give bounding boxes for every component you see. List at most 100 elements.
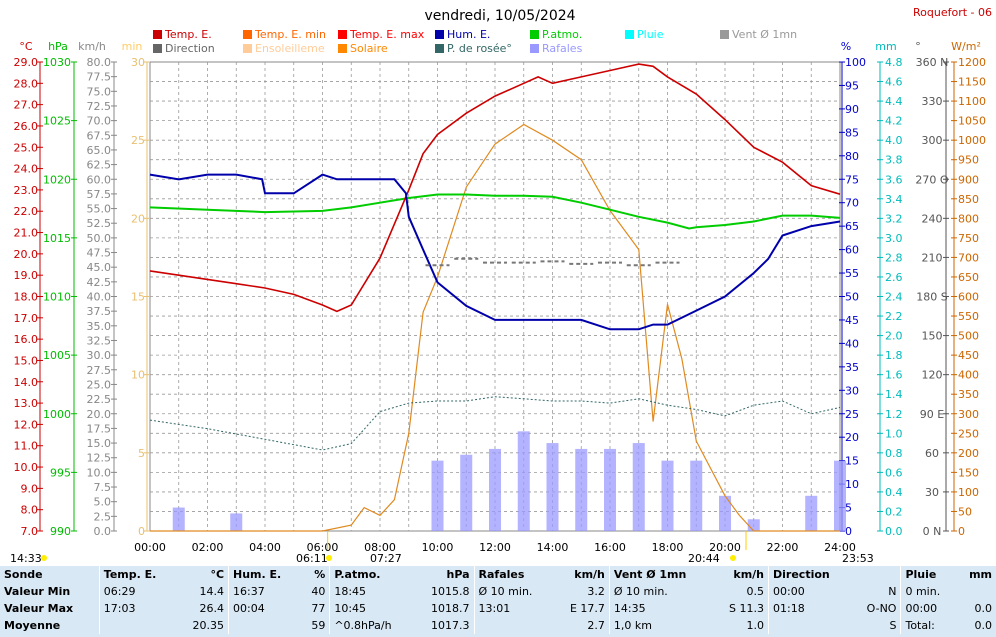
gust-bar (431, 460, 444, 531)
stats-cell: 06:29 (98, 583, 178, 600)
stats-cell: 59 (311, 619, 326, 632)
legend-label: Solaire (350, 42, 388, 55)
stats-cell: 13:01 (473, 600, 554, 617)
axis-tick-label: 400 (958, 369, 979, 382)
stats-cell: 00:00 (900, 600, 957, 617)
axis-tick-label: 5.0 (94, 496, 112, 509)
legend-label: Pluie (637, 28, 664, 41)
legend-swatch (625, 30, 634, 39)
gust-bars (172, 431, 846, 531)
axis-tick-label: 12.5 (87, 452, 112, 465)
axis-tick-label: 120 (922, 369, 943, 382)
axis-tick-label: 7.5 (94, 481, 112, 494)
axis-tick-label: 27.0 (14, 99, 39, 112)
stats-cell (473, 617, 554, 634)
moon-set-time: 14:33 (10, 552, 42, 565)
axis-tick-label: 1000 (43, 408, 71, 421)
axis-tick-label: 180 S (916, 291, 947, 304)
sunset-icon (730, 555, 736, 561)
gust-bar (230, 513, 243, 531)
axis-tick-label: 10 (845, 478, 859, 491)
axis-tick-label: 12.0 (14, 418, 39, 431)
gust-bar (517, 431, 530, 531)
axis-tick-label: 75 (845, 173, 859, 186)
axis-tick-label: 0.0 (94, 525, 112, 538)
axis-tick-label: 65.0 (87, 144, 112, 157)
legend-label: Temp. E. (164, 28, 212, 41)
axis-tick-label: 15.0 (14, 354, 39, 367)
series-lines (149, 63, 841, 532)
stats-cell: % (314, 568, 326, 581)
stats-cell: Valeur Min (4, 585, 71, 598)
axis-tick-label: 1050 (958, 115, 986, 128)
stats-cell: 1015.8 (431, 585, 470, 598)
stats-cell: mm (969, 568, 992, 581)
axis-tick-label: 800 (958, 212, 979, 225)
axis-tick-label: 42.5 (87, 276, 112, 289)
legend-label: Direction (165, 42, 215, 55)
x-tick-label: 10:00 (422, 541, 454, 554)
axis-tick-label: 7.0 (21, 525, 39, 538)
axis-tick-label: 270 O (915, 173, 948, 186)
axis-tick-label: 25.0 (14, 141, 39, 154)
axis-unit-label: min (122, 40, 143, 53)
legend-label: Rafales (542, 42, 583, 55)
axis-tick-label: 1030 (43, 56, 71, 69)
gust-bar (489, 448, 501, 531)
axis-tick-label: 2.6 (885, 271, 903, 284)
stats-cell: N (888, 585, 897, 598)
moon-icon (41, 555, 47, 561)
legend-swatch (338, 44, 347, 53)
axis-tick-label: 25.0 (87, 378, 112, 391)
stats-cell: 0.0 (974, 619, 993, 632)
axis-tick-label: 100 (845, 56, 866, 69)
chart-title: vendredi, 10/05/2024 (424, 8, 575, 24)
axis-tick-label: 45.0 (87, 261, 112, 274)
axis-unit-labels: °C hPa km/h min% mm ° W/m² (19, 40, 980, 53)
moon-rise-time: 23:53 (842, 552, 874, 565)
legend-label: Hum. E. (447, 28, 490, 41)
axis-tick-label: 52.5 (87, 217, 112, 230)
stats-cell: 26.4 (199, 602, 225, 615)
stats-panel: Sonde Temp. E. °C Hum. E.% P.atmo. hPa Rafales… (0, 566, 996, 637)
series-line (149, 396, 841, 451)
axis-tick-label: 45 (845, 314, 859, 327)
axis-tick-label: 100 (958, 486, 979, 499)
axis-tick-label: 20.0 (14, 248, 39, 261)
axis-tick-label: 28.0 (14, 77, 39, 90)
axis-tick-label: 300 (922, 134, 943, 147)
x-tick-label: 20:00 (709, 541, 741, 554)
legend-label: Ensoleilleme (255, 42, 325, 55)
legend-swatch (243, 44, 252, 53)
axis-tick-label: 0.2 (885, 505, 903, 518)
axis-tick-label: 1.8 (885, 349, 903, 362)
axis-tick-label: 32.5 (87, 334, 112, 347)
axis-tick-label: 450 (958, 349, 979, 362)
axis-tick-label: 70 (845, 197, 859, 210)
stats-cell: 01:18 (768, 600, 852, 617)
gust-bar (747, 519, 760, 531)
axis-tick-label: 2.8 (885, 251, 903, 264)
axis-unit-label: °C (19, 40, 33, 53)
axis-tick-label: 550 (958, 310, 979, 323)
axis-tick-label: 26.0 (14, 120, 39, 133)
stats-cell: hPa (446, 568, 470, 581)
axis-tick-label: 2.2 (885, 310, 903, 323)
axis-tick-label: 65 (845, 220, 859, 233)
stats-cell: °C (210, 568, 225, 581)
stats-cell: 14:35 (608, 600, 713, 617)
axis-tick-label: 20 (845, 431, 859, 444)
y-axes: 29.0 28.0 27.0 26.0 25.0 24.0 23.0 22.0 21.0 20.0… (14, 56, 987, 538)
sunrise-time: 06:11 (296, 552, 328, 565)
legend-swatch (153, 44, 162, 53)
axis-tick-label: 37.5 (87, 305, 112, 318)
axis-tick-label: 35.0 (87, 320, 112, 333)
legend-swatch (720, 30, 729, 39)
axis-tick-label: 240 (922, 212, 943, 225)
axis-tick-label: 15 (131, 291, 145, 304)
axis-tick-label: 3.2 (885, 212, 903, 225)
axis-unit-label: ° (915, 40, 921, 53)
axis-tick-label: 0.6 (885, 466, 903, 479)
x-tick-label: 12:00 (479, 541, 511, 554)
sun-marks: 14:33 06:11 07:27 20:44 23:53 (10, 531, 874, 565)
